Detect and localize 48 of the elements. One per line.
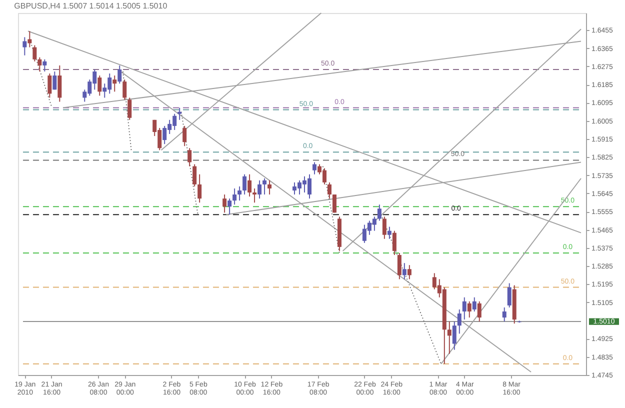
chart-title: GBPUSD,H4 1.5007 1.5014 1.5005 1.5010 [14, 2, 168, 10]
candlestick [457, 308, 462, 334]
candlestick [452, 321, 456, 350]
candlestick [258, 180, 262, 200]
candlestick [472, 296, 476, 312]
candlestick [22, 36, 27, 56]
candlestick [397, 252, 402, 280]
candlestick [192, 164, 197, 187]
candlestick [128, 97, 132, 120]
candlestick [118, 64, 122, 84]
candlestick [327, 182, 332, 200]
candlestick [238, 186, 242, 202]
candlestick [228, 198, 232, 216]
candlestick [98, 75, 102, 96]
candlestick [392, 230, 396, 256]
candlestick [377, 204, 382, 222]
candlestick [58, 64, 62, 102]
candlestick [312, 162, 316, 175]
candlestick [462, 296, 466, 320]
candlestick [252, 188, 257, 204]
candlestick [407, 264, 412, 280]
candlestick [382, 216, 386, 240]
candlestick [38, 56, 42, 72]
candlestick [48, 73, 52, 98]
candlestick [198, 174, 202, 204]
candlestick [507, 282, 512, 308]
candlestick [402, 262, 406, 280]
candlestick [268, 180, 272, 196]
candlestick [447, 321, 452, 354]
candlestick [242, 174, 247, 196]
candlestick [222, 194, 227, 214]
candlestick [122, 79, 127, 100]
candlestick [188, 148, 192, 167]
candlestick [32, 44, 37, 62]
candlestick [112, 75, 117, 92]
candlestick [332, 194, 336, 214]
candlestick [248, 174, 252, 198]
candlestick [178, 107, 182, 120]
candlestick [467, 300, 472, 318]
candlestick [52, 70, 57, 90]
candlestick [477, 300, 482, 322]
candlestick [502, 306, 506, 322]
candlestick [182, 125, 187, 147]
candlestick [232, 188, 237, 206]
candlestick [28, 30, 32, 48]
candlestick [387, 226, 392, 240]
candlestick [42, 58, 47, 72]
candlestick [262, 178, 267, 196]
